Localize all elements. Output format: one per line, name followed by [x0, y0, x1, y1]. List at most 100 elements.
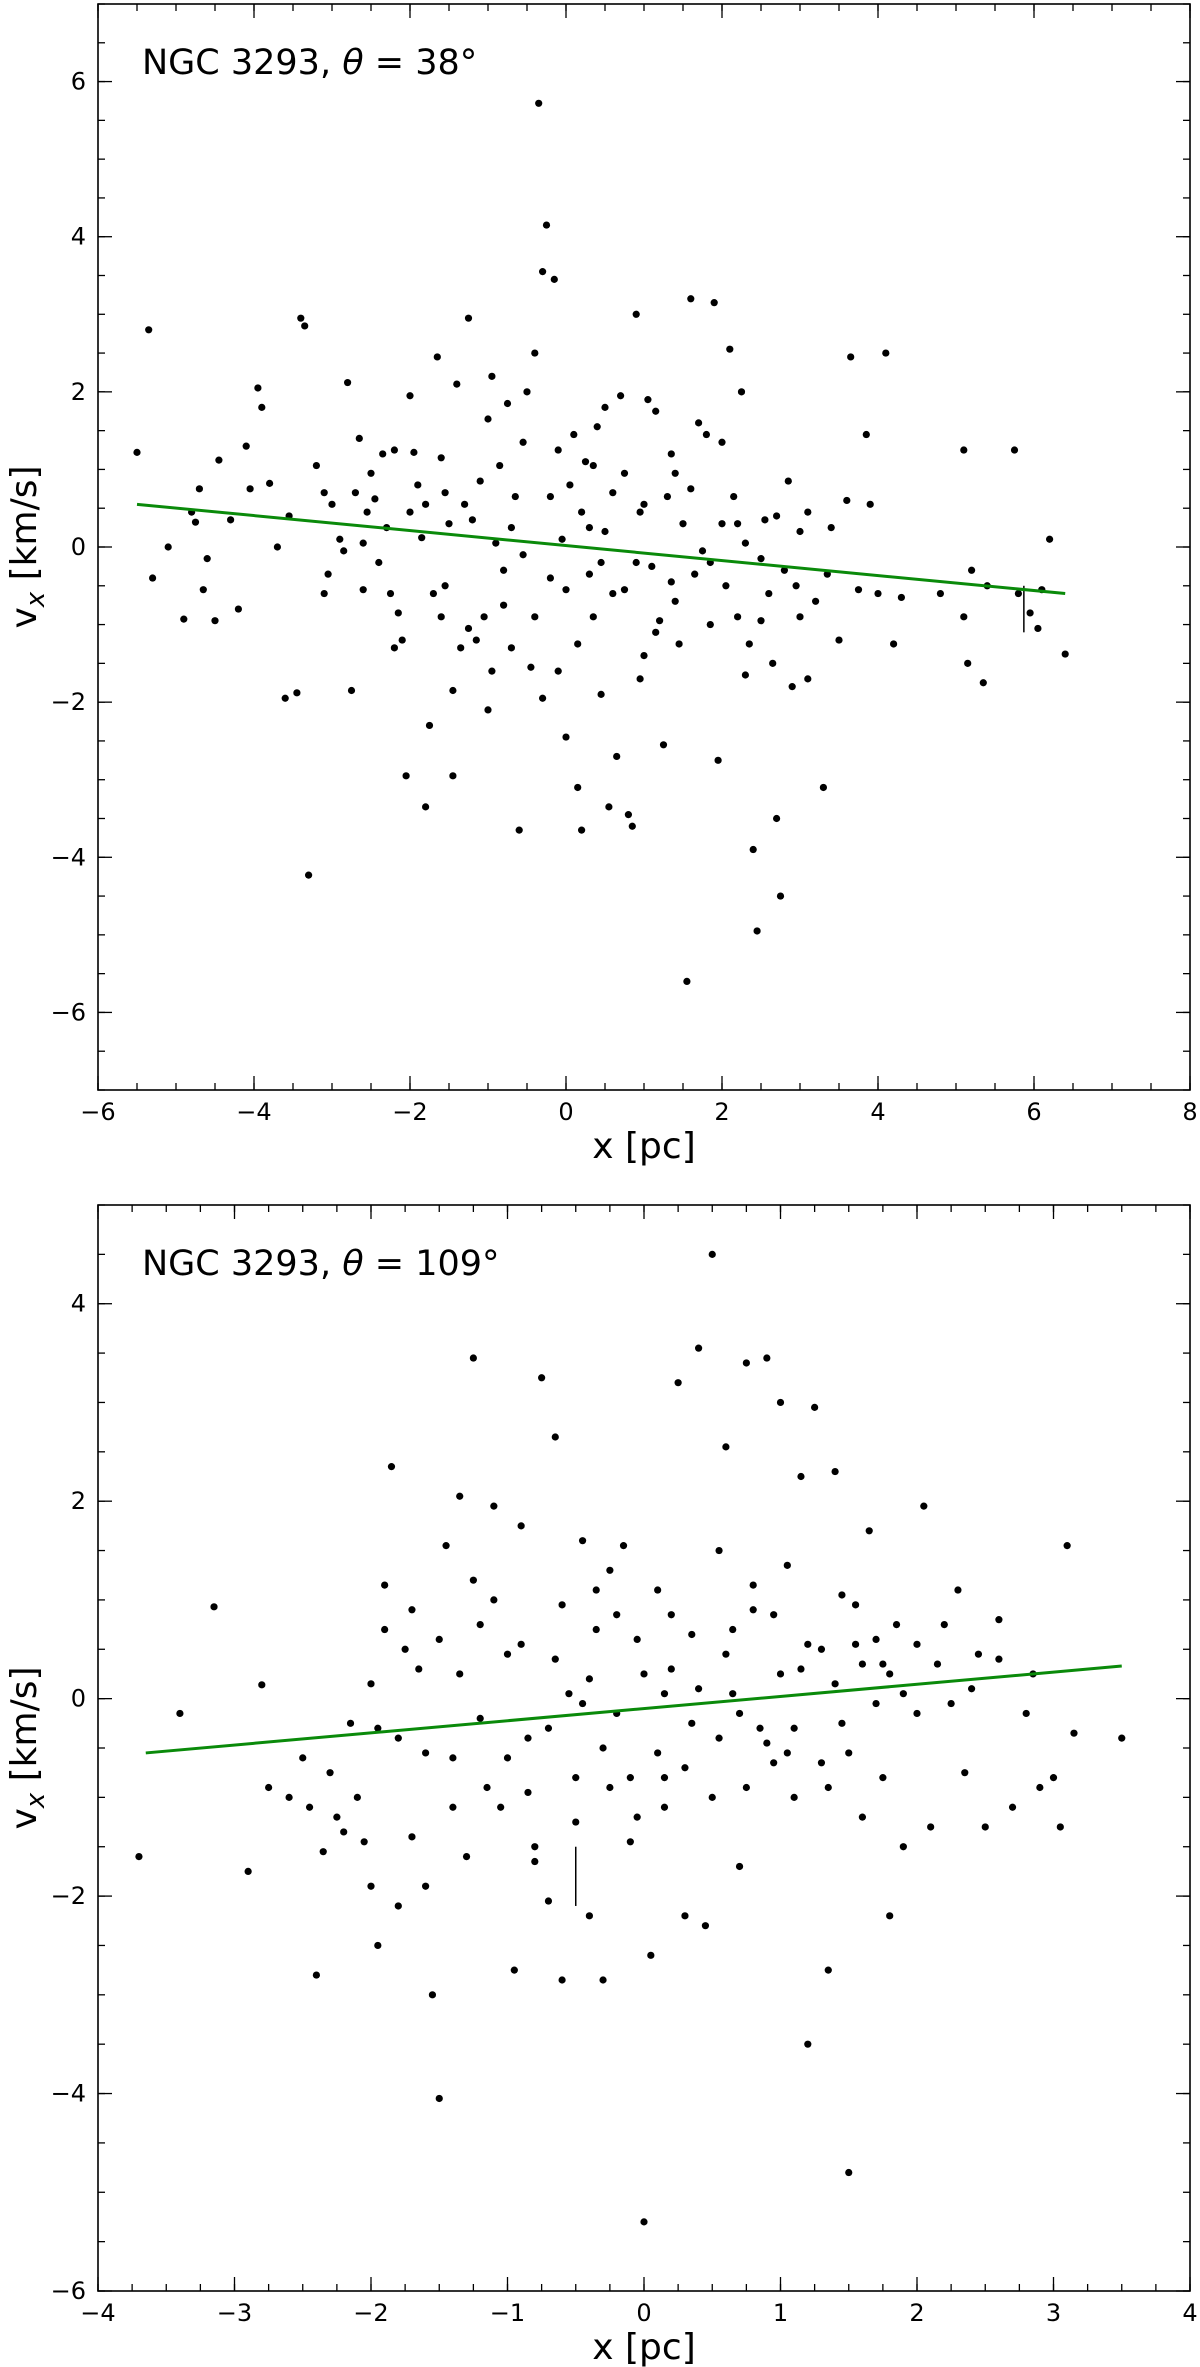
- panel-1-data-point: [464, 314, 473, 322]
- panel-1-data-point: [698, 547, 707, 555]
- panel-1-data-point: [402, 772, 410, 780]
- panel-2-data-point: [346, 1719, 355, 1727]
- panel-1-data-point: [414, 481, 422, 489]
- panel-1-data-point: [613, 752, 621, 761]
- panel-1-data-point: [519, 438, 527, 446]
- panel-2-data-point: [899, 1843, 907, 1851]
- panel-2-data-point: [353, 1793, 361, 1801]
- panel-1-data-point: [749, 845, 757, 854]
- panel-2-data-point: [865, 1527, 873, 1535]
- panel-2-data-point: [524, 1734, 532, 1742]
- panel-1-data-point: [593, 423, 601, 431]
- panel-1-data-point: [827, 524, 835, 532]
- panel-2-data-point: [497, 1803, 505, 1811]
- panel-1-data-point: [484, 706, 492, 714]
- panel-1-data-point: [523, 388, 531, 396]
- panel-2-data-point: [456, 1670, 464, 1678]
- panel-1-data-point: [890, 640, 898, 648]
- panel-1-data-point: [242, 442, 250, 450]
- panel-1-y-tick-label: 2: [71, 378, 86, 406]
- panel-1-x-tick-label: 0: [558, 1098, 573, 1126]
- panel-2-data-point: [558, 1976, 566, 1984]
- panel-1-data-point: [640, 652, 648, 660]
- panel-2-data-point: [879, 1774, 887, 1782]
- panel-1-data-point: [960, 446, 968, 454]
- panel-1-data-point: [453, 380, 461, 388]
- panel-2-data-point: [735, 1709, 744, 1718]
- panel-1-data-point: [550, 275, 558, 283]
- panel-2-data-point: [640, 2218, 648, 2226]
- panel-2-data-point: [490, 1502, 498, 1510]
- panel-2-x-tick-label: 1: [773, 2299, 788, 2327]
- panel-1-data-point: [546, 492, 555, 501]
- panel-1-data-point: [589, 613, 597, 621]
- panel-1-data-point: [461, 500, 469, 508]
- panel-1-data-point: [355, 434, 363, 442]
- panel-2-data-point: [695, 1685, 703, 1693]
- panel-1-data-point: [344, 378, 352, 387]
- panel-1-data-point: [581, 458, 590, 466]
- panel-1-data-point: [507, 524, 515, 532]
- panel-1-data-point: [788, 683, 796, 691]
- panel-1-data-point: [500, 566, 508, 574]
- panel-1-data-point: [734, 520, 742, 528]
- panel-2-data-point: [783, 1749, 791, 1757]
- panel-1-data-point: [737, 388, 746, 396]
- panel-2-data-point: [899, 1690, 907, 1698]
- panel-1-data-point: [667, 450, 675, 458]
- panel-2-data-point: [838, 1591, 846, 1599]
- panel-2-data-point: [824, 1966, 832, 1974]
- panel-1-data-point: [570, 430, 578, 439]
- panel-1-data-point: [312, 461, 320, 470]
- panel-1-data-point: [542, 221, 551, 229]
- panel-1-data-point: [796, 527, 804, 536]
- panel-1-data-point: [812, 597, 820, 605]
- panel-1-data-point: [1034, 624, 1042, 633]
- panel-2-data-point: [585, 1675, 594, 1683]
- panel-2-data-point: [599, 1976, 607, 1984]
- panel-1-y-tick-label: −6: [51, 998, 86, 1026]
- panel-2-data-point: [715, 1546, 723, 1555]
- panel-1-data-point: [624, 811, 633, 819]
- panel-2-data-point: [381, 1581, 389, 1589]
- panel-2-data-point: [258, 1681, 266, 1689]
- panel-1-data-point: [535, 99, 543, 107]
- panel-2-data-point: [578, 1699, 587, 1708]
- panel-1-data-point: [406, 392, 414, 400]
- panel-2-y-axis-label: vx [km/s]: [4, 1666, 51, 1829]
- panel-2-y-tick-label: 4: [71, 1290, 86, 1318]
- panel-2-data-point: [374, 1941, 382, 1950]
- panel-1-data-point: [359, 586, 367, 594]
- panel-1-data-point: [480, 613, 488, 621]
- panel-1-data-point: [1061, 650, 1069, 658]
- panel-1-y-axis-label-main: v: [4, 607, 45, 628]
- panel-2-data-point: [551, 1433, 559, 1441]
- panel-1-data-point: [359, 539, 367, 547]
- panel-1-data-point: [379, 450, 387, 458]
- panel-2-data-point: [913, 1640, 921, 1648]
- panel-1-data-point: [441, 582, 449, 590]
- panel-2-data-point: [647, 1951, 655, 1959]
- panel-2-data-point: [872, 1635, 880, 1643]
- panel-1-data-point: [652, 407, 660, 415]
- panel-2-data-point: [381, 1625, 389, 1634]
- panel-1-data-point: [706, 620, 714, 629]
- panel-2-data-point: [804, 2040, 812, 2048]
- panel-2-data-point: [210, 1603, 218, 1611]
- panel-2-data-point: [770, 1759, 778, 1767]
- panel-2-x-tick-label: 3: [1046, 2299, 1061, 2327]
- panel-2-data-point: [920, 1502, 928, 1510]
- panel-2-data-point: [756, 1724, 764, 1732]
- panel-2-data-point: [742, 1783, 750, 1792]
- panel-2-data-point: [974, 1650, 983, 1658]
- panel-1-data-point: [375, 558, 383, 567]
- panel-2-data-point: [660, 1774, 669, 1782]
- panel-1-data-point: [492, 539, 500, 547]
- panel-2-data-point: [428, 1991, 437, 1999]
- panel-1-x-tick-label: 6: [1026, 1098, 1041, 1126]
- panel-2-data-point: [490, 1596, 498, 1604]
- panel-1-data-point: [390, 446, 398, 454]
- panel-2-data-point: [817, 1759, 826, 1767]
- panel-1-data-point: [464, 624, 473, 633]
